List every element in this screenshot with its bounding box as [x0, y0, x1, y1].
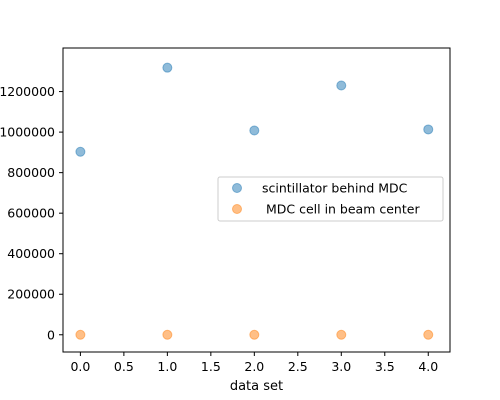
x-tick-label: 0.5 — [114, 359, 134, 374]
y-tick-label: 600000 — [7, 206, 55, 221]
legend-label-scintillator: scintillator behind MDC — [262, 181, 408, 196]
data-point-series-0 — [423, 124, 434, 135]
x-tick-label: 2.0 — [244, 359, 264, 374]
data-point-series-0 — [249, 125, 260, 136]
x-tick-label: 1.0 — [157, 359, 177, 374]
y-tick-label: 800000 — [7, 165, 55, 180]
points-layer — [75, 62, 434, 340]
data-point-series-0 — [162, 62, 173, 73]
y-tick-label: 1200000 — [0, 84, 55, 99]
x-tick-label: 4.0 — [418, 359, 438, 374]
x-tick-label: 2.5 — [288, 359, 308, 374]
legend-marker-scintillator — [232, 183, 242, 193]
legend-marker-mdc-cell — [232, 204, 242, 214]
data-point-series-1 — [162, 329, 173, 340]
legend-label-mdc-cell: MDC cell in beam center — [262, 202, 420, 217]
data-point-series-0 — [75, 146, 86, 157]
x-tick-label: 1.5 — [201, 359, 221, 374]
data-point-series-1 — [75, 329, 86, 340]
y-tick-label: 0 — [47, 327, 55, 342]
x-tick-label: 3.5 — [375, 359, 395, 374]
x-tick-label: 3.0 — [331, 359, 351, 374]
y-tick-label: 400000 — [7, 246, 55, 261]
data-point-series-0 — [336, 80, 347, 91]
data-point-series-1 — [249, 329, 260, 340]
legend-box — [217, 176, 444, 222]
plot-frame — [62, 47, 451, 353]
x-axis-label: data set — [230, 379, 283, 394]
y-tick-label: 200000 — [7, 287, 55, 302]
data-point-series-1 — [423, 329, 434, 340]
x-tick-label: 0.0 — [70, 359, 90, 374]
y-tick-label: 1000000 — [0, 125, 55, 140]
legend: scintillator behind MDC MDC cell in beam… — [217, 176, 444, 222]
ticks-layer: 0.0 0.5 1.0 1.5 2.0 2.5 3.0 3.5 4.0 0 200000 400000… — [0, 84, 438, 374]
data-point-series-1 — [336, 329, 347, 340]
